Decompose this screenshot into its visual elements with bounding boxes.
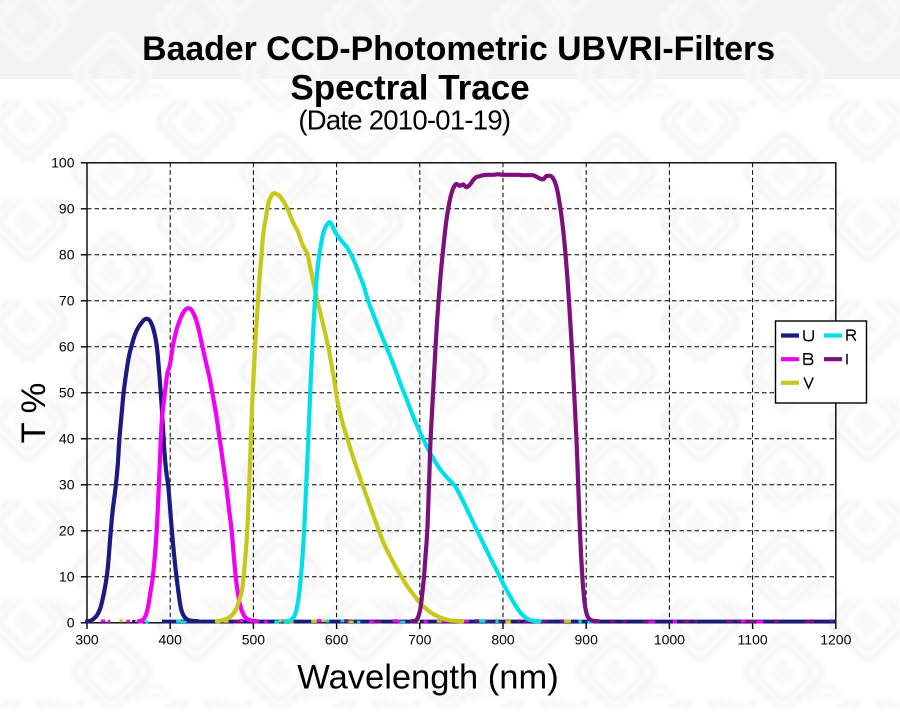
svg-text:10: 10	[59, 569, 75, 585]
svg-text:0: 0	[67, 615, 75, 631]
svg-text:500: 500	[242, 632, 266, 648]
svg-text:1100: 1100	[738, 632, 768, 648]
svg-text:60: 60	[59, 339, 75, 355]
svg-text:30: 30	[59, 477, 75, 493]
svg-text:900: 900	[575, 632, 599, 648]
svg-text:Spectral Trace: Spectral Trace	[290, 68, 529, 107]
svg-text:T %: T %	[15, 383, 53, 444]
svg-text:40: 40	[59, 431, 75, 447]
svg-text:400: 400	[159, 632, 183, 648]
svg-text:80: 80	[59, 247, 75, 263]
svg-text:70: 70	[59, 293, 75, 309]
svg-text:(Date 2010-01-19): (Date 2010-01-19)	[298, 105, 510, 136]
svg-text:Baader CCD-Photometric UBVRI-F: Baader CCD-Photometric UBVRI-Filters	[142, 30, 775, 68]
svg-text:300: 300	[75, 632, 99, 648]
svg-text:600: 600	[325, 632, 349, 648]
svg-text:90: 90	[59, 201, 75, 217]
svg-text:800: 800	[491, 632, 515, 648]
svg-text:1000: 1000	[654, 632, 685, 648]
svg-text:50: 50	[59, 385, 75, 401]
svg-text:700: 700	[408, 632, 432, 648]
svg-text:Wavelength (nm): Wavelength (nm)	[297, 659, 558, 697]
svg-text:20: 20	[59, 523, 75, 539]
svg-text:100: 100	[51, 155, 75, 171]
svg-text:1200: 1200	[820, 632, 851, 648]
